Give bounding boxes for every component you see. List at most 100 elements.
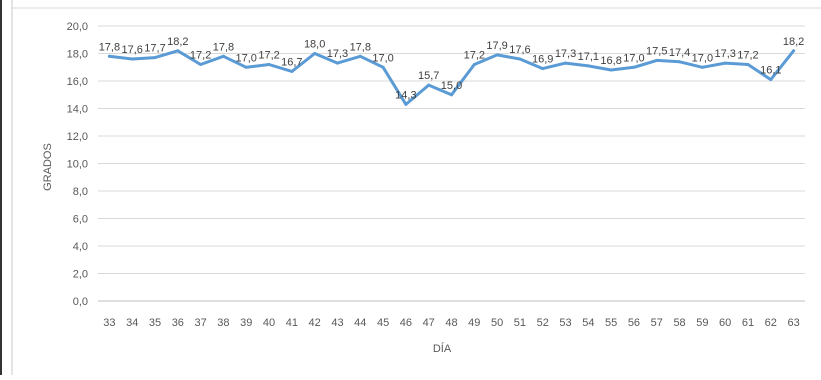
x-axis-title: DÍA (433, 342, 452, 355)
x-tick-label: 54 (582, 317, 594, 329)
y-tick-label: 10,0 (67, 159, 88, 171)
data-label: 15,0 (441, 80, 462, 92)
x-tick-label: 55 (605, 317, 617, 329)
x-tick-label: 46 (400, 317, 412, 329)
data-label: 17,0 (372, 52, 393, 64)
x-tick-label: 63 (787, 317, 799, 329)
y-tick-label: 2,0 (73, 269, 88, 281)
data-point (746, 63, 750, 66)
data-point (518, 57, 522, 61)
data-point (472, 63, 476, 66)
x-tick-label: 33 (103, 317, 115, 329)
x-tick-label: 37 (195, 317, 207, 329)
x-tick-label: 50 (491, 317, 503, 329)
data-label: 17,2 (258, 50, 279, 62)
x-tick-label: 34 (126, 317, 138, 329)
data-label: 17,5 (646, 45, 667, 57)
x-tick-label: 59 (696, 317, 708, 329)
series-line (107, 49, 796, 106)
data-point (107, 54, 111, 58)
data-label: 17,2 (464, 50, 485, 62)
x-tick-label: 43 (331, 317, 343, 329)
data-point (313, 52, 317, 55)
data-point (700, 65, 704, 69)
data-point (655, 58, 659, 62)
y-tick-label: 16,0 (67, 76, 88, 88)
data-point (358, 54, 362, 58)
x-tick-label: 58 (673, 317, 685, 329)
x-tick-label: 39 (240, 317, 252, 329)
gridlines (98, 25, 805, 302)
y-tick-label: 12,0 (67, 131, 88, 143)
data-point (609, 68, 613, 72)
data-point (792, 49, 796, 53)
x-tick-label: 56 (628, 317, 640, 329)
x-tick-label: 60 (719, 317, 731, 329)
x-tick-label: 49 (468, 317, 480, 329)
data-point (176, 49, 180, 53)
data-point (130, 57, 134, 61)
data-label: 17,0 (623, 52, 644, 64)
data-point (153, 56, 157, 60)
data-point (586, 64, 590, 68)
data-point (723, 61, 727, 65)
x-tick-label: 57 (651, 317, 663, 329)
x-tick-label: 44 (354, 317, 366, 329)
y-tick-label: 6,0 (73, 214, 88, 226)
data-label: 14,3 (395, 89, 416, 101)
x-tick-label: 38 (217, 317, 229, 329)
data-point (564, 61, 568, 65)
data-point (381, 65, 385, 69)
data-point (450, 93, 453, 97)
data-label: 17,3 (714, 48, 735, 60)
x-tick-label: 47 (423, 317, 435, 329)
x-tick-label: 36 (172, 317, 184, 329)
data-label: 16,8 (600, 55, 621, 67)
x-tick-label: 45 (377, 317, 389, 329)
data-label: 16,9 (532, 54, 553, 66)
data-label: 17,8 (99, 41, 120, 53)
x-tick-label: 41 (286, 317, 298, 329)
data-label: 17,2 (737, 50, 758, 62)
y-axis-title: GRADOS (42, 143, 54, 191)
x-tick-label: 40 (263, 317, 275, 329)
data-point (267, 63, 271, 66)
data-label: 18,0 (304, 39, 325, 51)
x-tick-label: 35 (149, 317, 161, 329)
data-point (769, 78, 773, 82)
data-point (199, 63, 203, 66)
data-label: 17,0 (692, 52, 713, 64)
data-label: 17,9 (486, 40, 507, 52)
y-axis-tick-labels: 0,0 2,0 4,0 6,0 8,0 10,0 12,0 14,0 16,0 18,0 20,0 (67, 21, 88, 308)
data-label: 17,6 (509, 44, 530, 56)
x-tick-label: 48 (445, 317, 457, 329)
data-point (221, 54, 225, 58)
data-labels: 17,8 17,6 17,718,217,217,817,0 17,216,718,0… (99, 36, 805, 102)
data-point (495, 53, 499, 57)
data-point (244, 65, 248, 69)
x-tick-label: 42 (309, 317, 321, 329)
data-label: 16,1 (760, 65, 781, 77)
x-tick-label: 53 (559, 317, 571, 329)
x-axis-tick-labels: 33 34 35 36 37 38 39 40 41 42 43 44 45 46 47 48 49 50 51 52… (103, 317, 799, 329)
data-label: 15,7 (418, 70, 439, 82)
data-label: 18,2 (167, 36, 188, 48)
data-point (541, 67, 545, 71)
data-label: 17,0 (236, 52, 257, 64)
data-label: 17,8 (213, 41, 234, 53)
data-label: 17,7 (144, 43, 165, 55)
data-label: 17,2 (190, 50, 211, 62)
data-label: 18,2 (783, 36, 804, 48)
x-tick-label: 51 (514, 317, 526, 329)
x-tick-label: 52 (537, 317, 549, 329)
data-label: 17,1 (578, 51, 599, 63)
y-tick-label: 8,0 (73, 186, 88, 198)
data-label: 17,3 (327, 48, 348, 60)
data-point (290, 69, 294, 73)
data-point (404, 102, 408, 106)
y-tick-label: 14,0 (67, 104, 88, 116)
data-point (678, 60, 682, 64)
data-label: 17,8 (350, 41, 371, 53)
